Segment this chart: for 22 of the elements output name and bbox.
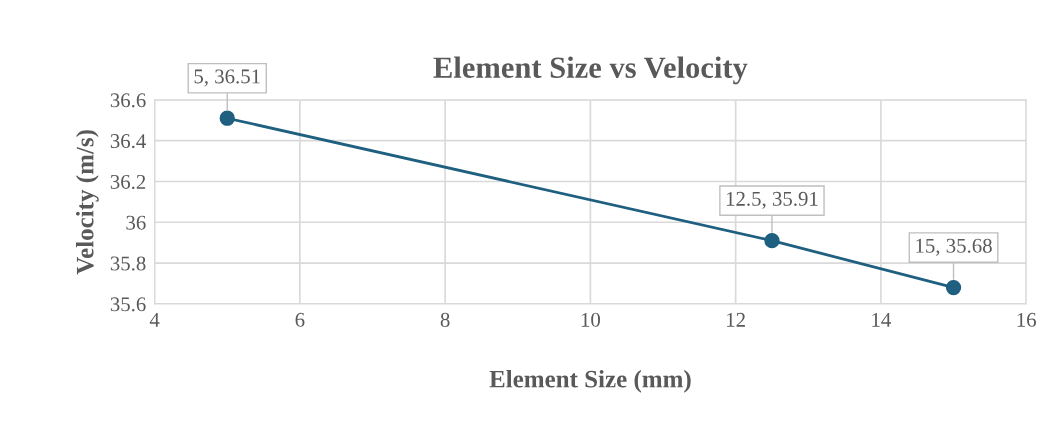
point	[764, 232, 780, 249]
x-tick-label: 6	[295, 312, 305, 327]
x-tick-label: 8	[440, 312, 450, 327]
x-tick-label: 16	[1017, 312, 1036, 327]
y-tick-label: 36	[126, 215, 146, 230]
x-axis-title: Element Size (mm)	[489, 369, 691, 393]
y-tick-label: 35.6	[110, 297, 146, 312]
x-tick-label: 4	[149, 312, 160, 327]
annotation: 15, 35.68	[916, 238, 992, 256]
annotation: 12.5, 35.91	[726, 191, 818, 209]
y-axis-title: Velocity (m/s)	[75, 130, 99, 275]
y-tick-label: 36.4	[110, 134, 146, 149]
x-tick-label: 10	[581, 312, 601, 327]
y-tick-label: 35.8	[110, 256, 146, 271]
y-tick-label: 36.2	[110, 174, 146, 189]
point	[945, 279, 962, 296]
x-tick-label: 14	[872, 312, 891, 327]
x-tick-label: 12	[727, 312, 745, 327]
chart-title: Element Size vs Velocity	[433, 56, 748, 85]
y-tick-label: 36.6	[110, 93, 146, 108]
annotation: 5, 36.51	[194, 69, 260, 87]
point	[219, 110, 235, 126]
